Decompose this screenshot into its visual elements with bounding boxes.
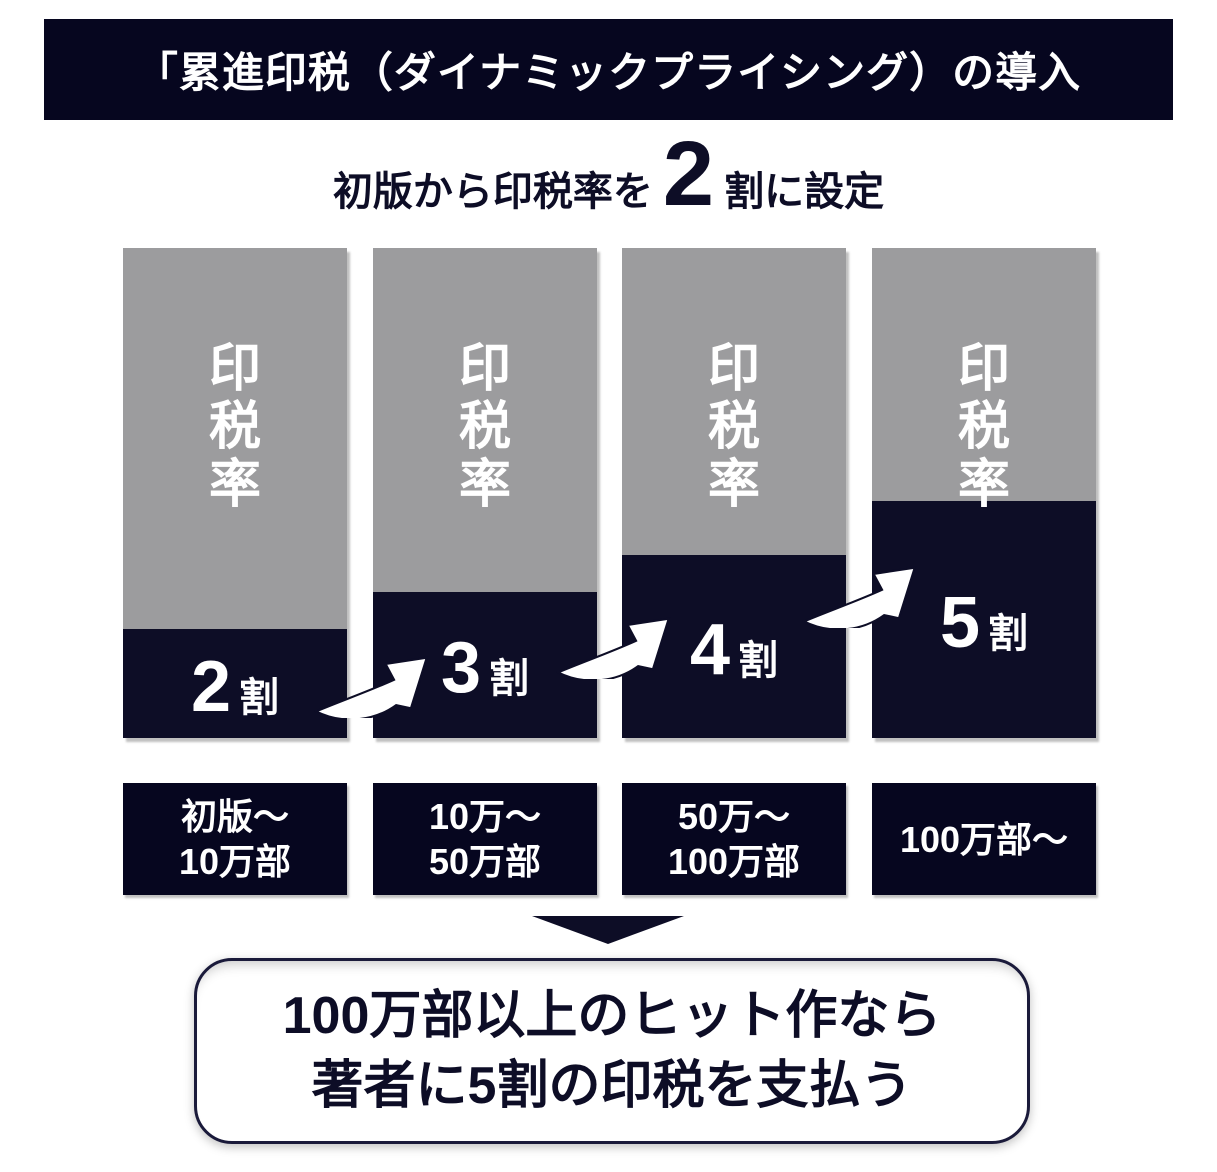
royalty-rate-vertical-label: 印税率 — [208, 340, 261, 515]
rate-value: 4 — [689, 609, 731, 690]
down-arrow-icon — [532, 916, 684, 944]
range-label-tier-2: 10万〜 50万部 — [373, 783, 597, 895]
bar-tier-3: 印税率 4 割 — [622, 248, 846, 738]
bar-fill-tier-4: 5 割 — [872, 501, 1096, 738]
rate-unit: 割 — [239, 675, 280, 720]
increase-arrow-icon — [802, 566, 917, 628]
range-label-tier-3: 50万〜 100万部 — [622, 783, 846, 895]
subtitle: 初版から印税率を 2 割に設定 — [44, 128, 1173, 228]
royalty-rate-vertical-label: 印税率 — [458, 340, 511, 515]
royalty-rate-vertical-label: 印税率 — [957, 340, 1010, 515]
rate-value: 3 — [440, 628, 482, 708]
rate-unit: 割 — [489, 657, 530, 701]
bar-fill-tier-1: 2 割 — [123, 629, 347, 738]
rate-pair: 4 割 — [690, 608, 778, 686]
increase-arrow-icon — [556, 617, 671, 679]
rate-value: 5 — [939, 582, 981, 663]
bar-tier-4: 印税率 5 割 — [872, 248, 1096, 738]
rate-pair: 5 割 — [940, 581, 1028, 659]
rate-unit: 割 — [988, 611, 1029, 656]
rate-pair: 3 割 — [441, 626, 529, 704]
subtitle-big-number: 2 — [662, 123, 715, 225]
increase-arrow-icon — [314, 656, 429, 718]
rate-value: 2 — [190, 646, 232, 727]
rate-unit: 割 — [738, 638, 779, 683]
rate-pair: 2 割 — [191, 645, 279, 723]
bar-tier-1: 印税率 2 割 — [123, 248, 347, 738]
range-label-tier-1: 初版〜 10万部 — [123, 783, 347, 895]
range-label-tier-4: 100万部〜 — [872, 783, 1096, 895]
conclusion-line-1: 100万部以上のヒット作なら — [282, 986, 942, 1045]
page-title: 「累進印税（ダイナミックプライシング）の導入 — [135, 49, 1082, 96]
subtitle-pre-text: 初版から印税率を — [332, 170, 653, 214]
subtitle-post-text: 割に設定 — [724, 170, 885, 214]
header-banner: 「累進印税（ダイナミックプライシング）の導入 — [44, 19, 1173, 120]
royalty-rate-vertical-label: 印税率 — [707, 340, 760, 515]
conclusion-line-2: 著者に5割の印税を支払う — [311, 1057, 913, 1115]
conclusion-box: 100万部以上のヒット作なら 著者に5割の印税を支払う — [194, 958, 1030, 1144]
